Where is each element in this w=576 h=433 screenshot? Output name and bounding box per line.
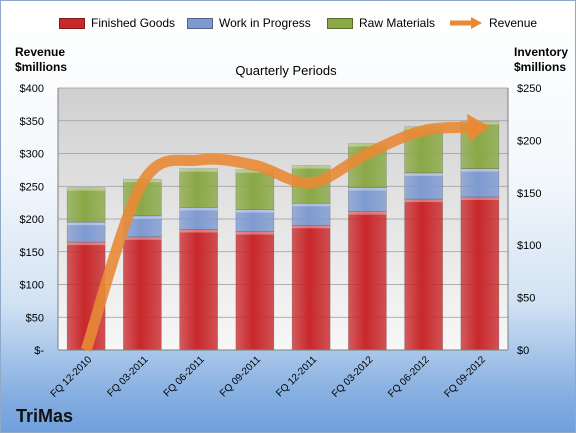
bar-cap-wip bbox=[67, 222, 106, 226]
x-tick-label: FQ 06-2011 bbox=[162, 354, 207, 399]
chart-legend: Finished Goods Work in Progress Raw Mate… bbox=[59, 16, 559, 34]
bar-wip bbox=[179, 207, 218, 230]
bar-cap-raw-materials bbox=[292, 165, 331, 169]
wip-swatch bbox=[187, 17, 213, 29]
left-tick-label: $100 bbox=[20, 280, 44, 292]
legend-item-wip: Work in Progress bbox=[187, 16, 311, 30]
revenue-arrow-icon bbox=[450, 17, 482, 29]
right-axis-title: Inventory $millions bbox=[514, 45, 568, 75]
legend-item-revenue: Revenue bbox=[449, 16, 537, 30]
bar-wip bbox=[348, 187, 387, 212]
legend-label-revenue: Revenue bbox=[489, 16, 538, 30]
bar-wip bbox=[460, 168, 500, 198]
x-tick-label: FQ 06-2012 bbox=[386, 354, 432, 400]
left-tick-label: $150 bbox=[20, 247, 44, 259]
bar-cap-finished-goods bbox=[460, 196, 499, 200]
right-tick-label: $0 bbox=[517, 345, 529, 357]
left-tick-label: $200 bbox=[20, 214, 44, 226]
bar-finished-goods bbox=[291, 224, 331, 351]
bar-cap-raw-materials bbox=[179, 168, 218, 172]
bar-cap-raw-materials bbox=[67, 187, 106, 191]
left-tick-label: $250 bbox=[20, 181, 44, 193]
x-tick-label: FQ 09-2011 bbox=[218, 354, 263, 399]
bar-cap-finished-goods bbox=[179, 229, 218, 233]
bar-cap-wip bbox=[348, 187, 387, 191]
bar-raw-materials bbox=[235, 169, 275, 210]
left-tick-label: $300 bbox=[20, 149, 44, 161]
bar-wip bbox=[235, 209, 275, 232]
bar-cap-wip bbox=[123, 215, 162, 219]
bar-cap-finished-goods bbox=[235, 231, 274, 235]
bar-cap-finished-goods bbox=[404, 199, 443, 203]
bar-finished-goods bbox=[123, 236, 162, 351]
left-tick-label: $400 bbox=[20, 83, 44, 95]
revenue-arrowhead bbox=[467, 114, 490, 142]
legend-label-wip: Work in Progress bbox=[219, 16, 311, 30]
legend-label-finished-goods: Finished Goods bbox=[91, 16, 176, 30]
right-tick-label: $250 bbox=[517, 83, 541, 95]
bar-finished-goods bbox=[235, 231, 275, 351]
x-tick-label: FQ 09-2012 bbox=[442, 354, 488, 400]
bar-finished-goods bbox=[460, 196, 500, 351]
bar-cap-finished-goods bbox=[292, 225, 331, 229]
bar-cap-wip bbox=[292, 203, 331, 207]
left-axis-title-line2: $millions bbox=[15, 60, 68, 74]
bar-cap-wip bbox=[179, 207, 218, 211]
x-tick-label: FQ 12-2011 bbox=[274, 354, 319, 399]
bar-wip bbox=[404, 172, 443, 200]
bar-finished-goods bbox=[348, 211, 387, 351]
bar-finished-goods bbox=[179, 229, 218, 351]
bar-cap-finished-goods bbox=[348, 211, 387, 215]
right-tick-label: $100 bbox=[517, 240, 541, 252]
right-tick-label: $150 bbox=[517, 188, 541, 200]
x-tick-label: FQ 03-2011 bbox=[106, 354, 151, 399]
finished-goods-swatch bbox=[59, 17, 85, 29]
raw-materials-swatch bbox=[327, 17, 353, 29]
right-axis-title-line2: $millions bbox=[514, 60, 567, 74]
left-tick-label: $- bbox=[34, 345, 44, 357]
left-axis-title: Revenue $millions bbox=[15, 45, 67, 75]
bar-cap-wip bbox=[404, 172, 443, 176]
legend-label-raw-materials: Raw Materials bbox=[359, 16, 436, 30]
legend-item-raw-materials: Raw Materials bbox=[327, 16, 435, 30]
revenue-line bbox=[80, 121, 481, 352]
x-tick-label: FQ 12-2010 bbox=[49, 354, 95, 400]
x-tick-label: FQ 03-2012 bbox=[330, 354, 376, 400]
left-tick-label: $350 bbox=[20, 116, 44, 128]
bar-cap-finished-goods bbox=[123, 236, 162, 240]
bar-cap-finished-goods bbox=[67, 242, 106, 246]
bar-wip bbox=[291, 202, 331, 226]
company-name: TriMas bbox=[16, 406, 74, 426]
right-tick-label: $200 bbox=[517, 135, 541, 147]
chart-title: Quarterly Periods bbox=[235, 63, 337, 78]
bar-cap-wip bbox=[235, 209, 274, 213]
left-axis-title-line1: Revenue bbox=[15, 45, 66, 59]
right-tick-label: $50 bbox=[517, 293, 535, 305]
bar-raw-materials bbox=[66, 187, 106, 223]
left-tick-label: $50 bbox=[26, 312, 44, 324]
bar-finished-goods bbox=[404, 198, 443, 351]
legend-item-finished-goods: Finished Goods bbox=[59, 16, 175, 30]
bar-cap-raw-materials bbox=[235, 169, 274, 173]
bar-cap-raw-materials bbox=[348, 143, 387, 147]
bar-raw-materials bbox=[179, 168, 218, 208]
right-axis-title-line1: Inventory bbox=[514, 45, 569, 59]
bar-cap-wip bbox=[460, 168, 499, 172]
